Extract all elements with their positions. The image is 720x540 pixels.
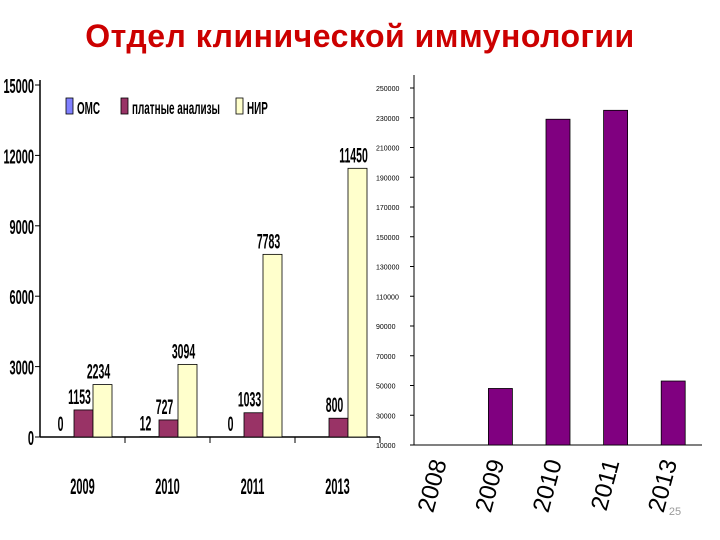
right-y-tick-label: 50000 <box>376 384 396 391</box>
left-bar-2 <box>177 363 198 438</box>
left-category-label: 2010 <box>155 474 179 499</box>
right-bar <box>603 109 628 446</box>
right-y-tick-label: 70000 <box>376 354 396 361</box>
left-data-label: 0 <box>58 412 64 436</box>
left-data-label: 0 <box>228 412 234 436</box>
left-category-label: 2011 <box>241 474 265 499</box>
right-y-tick-label: 10000 <box>376 443 396 450</box>
right-chart-categories: 2008 2009 2010 2011 2013 <box>413 457 683 516</box>
left-y-tick-label: 3000 <box>10 357 34 379</box>
legend-swatch-2 <box>235 97 244 115</box>
right-y-tick-label: 190000 <box>376 175 399 182</box>
left-bar-2 <box>347 167 368 438</box>
left-bar-1 <box>73 409 94 438</box>
slide-number: 25 <box>668 506 682 518</box>
right-y-tick-label: 210000 <box>376 146 399 153</box>
left-chart-axes <box>39 80 381 443</box>
left-data-label: 12 <box>140 412 152 436</box>
left-y-tick-label: 6000 <box>10 287 34 309</box>
left-bar-2 <box>92 384 113 438</box>
left-bar-1 <box>243 412 264 438</box>
left-category-label: 2013 <box>325 474 350 499</box>
legend-label-0: ОМС <box>77 99 100 119</box>
left-data-label: 3094 <box>172 339 196 363</box>
right-bar <box>660 380 686 446</box>
right-chart-y-ticks: 10000 30000 50000 70000 90000 110000 130000 150… <box>376 86 414 450</box>
left-chart-legend: ОМС платные анализы НИР <box>65 97 268 119</box>
left-y-tick-label: 0 <box>28 428 34 450</box>
left-data-label: 1153 <box>68 385 91 409</box>
left-data-label: 800 <box>326 393 344 417</box>
right-y-tick-label: 150000 <box>376 235 399 242</box>
left-data-label: 2234 <box>87 360 111 384</box>
left-category-label: 2009 <box>70 474 95 499</box>
left-bar-1 <box>158 419 179 438</box>
right-bar <box>545 118 571 446</box>
legend-swatch-0 <box>65 97 74 115</box>
left-data-label: 7783 <box>257 229 280 253</box>
right-y-tick-label: 90000 <box>376 324 396 331</box>
right-y-tick-label: 230000 <box>376 116 399 123</box>
right-y-tick-label: 130000 <box>376 265 399 272</box>
left-chart-categories: 2009 2010 2011 2013 <box>70 474 350 499</box>
right-category-label: 2011 <box>586 457 625 514</box>
left-data-label: 727 <box>156 395 174 419</box>
left-bar-2 <box>262 253 283 438</box>
left-chart-bars <box>73 167 368 438</box>
left-data-label: 11450 <box>339 143 368 167</box>
right-y-tick-label: 250000 <box>376 86 399 93</box>
left-bar-1 <box>328 417 349 438</box>
right-y-tick-label: 30000 <box>376 413 396 420</box>
right-category-label: 2010 <box>528 457 568 516</box>
left-y-tick-label: 9000 <box>10 216 34 238</box>
slide-title: Отдел клинической иммунологии <box>85 18 635 54</box>
left-y-tick-label: 12000 <box>3 146 34 168</box>
right-category-label: 2009 <box>470 457 510 516</box>
right-category-label: 2008 <box>413 457 453 516</box>
right-chart-bars <box>487 109 686 446</box>
legend-swatch-1 <box>120 97 129 115</box>
right-bar <box>487 388 513 446</box>
legend-label-1: платные анализы <box>132 99 220 119</box>
legend-label-2: НИР <box>247 99 268 119</box>
left-data-label: 1033 <box>238 388 261 412</box>
right-y-tick-label: 110000 <box>376 294 399 301</box>
left-y-tick-label: 15000 <box>3 76 34 98</box>
right-y-tick-label: 170000 <box>376 205 399 212</box>
left-chart-y-ticks: 0 3000 6000 9000 12000 15000 <box>3 76 40 450</box>
